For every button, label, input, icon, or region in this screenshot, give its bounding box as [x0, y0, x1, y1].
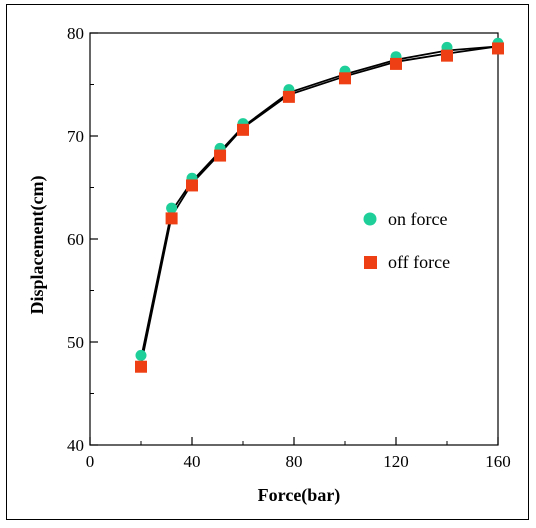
fit-lines: [140, 45, 499, 365]
y-axis-title: Displacement(cm): [27, 176, 48, 315]
data-points: [135, 37, 504, 373]
chart-frame: [6, 4, 529, 520]
legend-label-on-force: on force: [388, 209, 447, 229]
y-tick-label: 70: [67, 127, 84, 146]
y-tick-label: 60: [67, 230, 84, 249]
point-off-force: [492, 42, 504, 55]
legend-marker-off-force: [364, 256, 377, 269]
point-off-force: [390, 57, 402, 70]
point-off-force: [135, 360, 147, 373]
x-tick-label: 160: [485, 452, 511, 471]
y-tick-label: 40: [67, 436, 84, 455]
x-axis-title: Force(bar): [258, 485, 341, 506]
x-tick-label: 40: [184, 452, 201, 471]
x-tick-label: 120: [383, 452, 409, 471]
point-off-force: [214, 149, 227, 162]
legend-label-off-force: off force: [388, 252, 450, 272]
point-on-force: [135, 349, 147, 361]
point-off-force: [186, 179, 198, 192]
point-off-force: [237, 123, 249, 136]
point-off-force: [165, 212, 178, 225]
x-tick-label: 80: [286, 452, 303, 471]
legend: on force off force: [363, 209, 450, 272]
fit-line-off-force: [140, 45, 499, 365]
fit-line-on-force: [140, 45, 499, 359]
point-off-force: [339, 72, 351, 85]
y-tick-label: 80: [67, 24, 84, 43]
x-tick-label: 0: [86, 452, 95, 471]
point-on-force: [166, 202, 178, 214]
point-off-force: [441, 49, 453, 62]
point-off-force: [282, 90, 295, 103]
y-tick-label: 50: [67, 333, 84, 352]
legend-marker-on-force: [363, 212, 377, 226]
